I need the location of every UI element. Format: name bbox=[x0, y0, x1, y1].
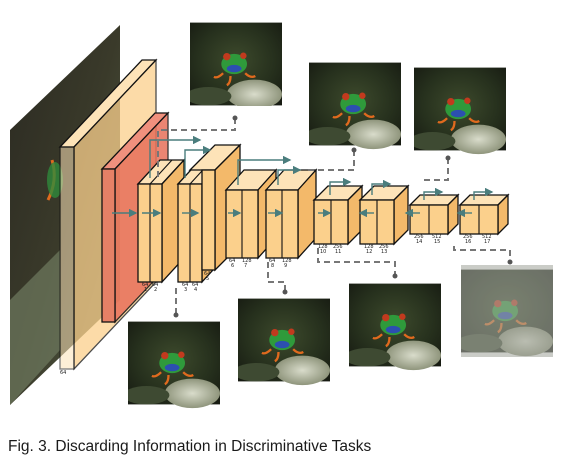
block-14-15 bbox=[408, 193, 460, 236]
frog-thumbnail-6 bbox=[349, 282, 441, 371]
figure-caption: Fig. 3. Discarding Information in Discri… bbox=[8, 438, 372, 455]
layer-index-label: 16 bbox=[465, 239, 471, 245]
layer-index-label: 15 bbox=[434, 239, 440, 245]
frog-thumbnail-1 bbox=[190, 22, 282, 106]
layer-channels-label: 512 bbox=[482, 234, 492, 240]
layer-channels-label: 64 bbox=[204, 271, 210, 277]
layer-channels-label: 64 bbox=[142, 282, 148, 288]
layer-channels-label: 512 bbox=[432, 234, 442, 240]
layer-index-label: 17 bbox=[484, 239, 490, 245]
layer-index-label: 7 bbox=[244, 263, 247, 269]
layer-channels-label: 128 bbox=[364, 244, 374, 250]
block-12-13 bbox=[358, 184, 410, 246]
layer-index-label: 14 bbox=[416, 239, 422, 245]
layer-index-label: 10 bbox=[320, 249, 326, 255]
layer-index-label: 3 bbox=[184, 287, 187, 293]
layer-index-label: 9 bbox=[284, 263, 287, 269]
frog-thumbnail-2 bbox=[309, 61, 401, 150]
layer-channels-label: 64 bbox=[192, 282, 198, 288]
layer-channels-label: 256 bbox=[333, 244, 343, 250]
block-10-11 bbox=[312, 184, 364, 246]
frog-thumbnail-3 bbox=[414, 66, 506, 155]
block-8-9 bbox=[264, 168, 318, 260]
layer-channels-label: 256 bbox=[463, 234, 473, 240]
layer-index-label: 1 bbox=[144, 287, 147, 293]
layer-index-label: 8 bbox=[271, 263, 274, 269]
layer-channels-label: 256 bbox=[414, 234, 424, 240]
connector-dots bbox=[173, 115, 513, 318]
input-channels-label: 64 bbox=[60, 370, 66, 376]
layer-index-label: 12 bbox=[366, 249, 372, 255]
block-1-2 bbox=[136, 158, 186, 284]
layer-channels-label: 256 bbox=[379, 244, 389, 250]
layer-index-label: 6 bbox=[231, 263, 234, 269]
forward-arrows bbox=[112, 135, 494, 218]
frog-thumbnail-7 bbox=[461, 265, 553, 357]
layer-channels-label: 64 bbox=[229, 258, 235, 264]
layer-channels-label: 128 bbox=[318, 244, 328, 250]
layer-channels-label: 128 bbox=[242, 258, 252, 264]
frog-thumbnail-5 bbox=[238, 297, 330, 386]
layer-channels-label: 64 bbox=[182, 282, 188, 288]
layer-channels-label: 64 bbox=[152, 282, 158, 288]
network-diagram: 64 6416426436446456461287648128912810256… bbox=[10, 22, 553, 409]
block-16-17 bbox=[458, 193, 510, 236]
layer-index-label: 13 bbox=[381, 249, 387, 255]
layer-index-label: 11 bbox=[335, 249, 341, 255]
layer-index-label: 5 bbox=[206, 276, 209, 282]
frog-thumbnail-4 bbox=[128, 320, 220, 409]
layer-index-label: 2 bbox=[154, 287, 157, 293]
layer-channels-label: 64 bbox=[269, 258, 275, 264]
layer-index-label: 4 bbox=[194, 287, 197, 293]
layer-labels: 6416426436446456461287648128912810256111… bbox=[142, 234, 492, 293]
layer-channels-label: 128 bbox=[282, 258, 292, 264]
thumbnail-connectors bbox=[157, 118, 511, 315]
